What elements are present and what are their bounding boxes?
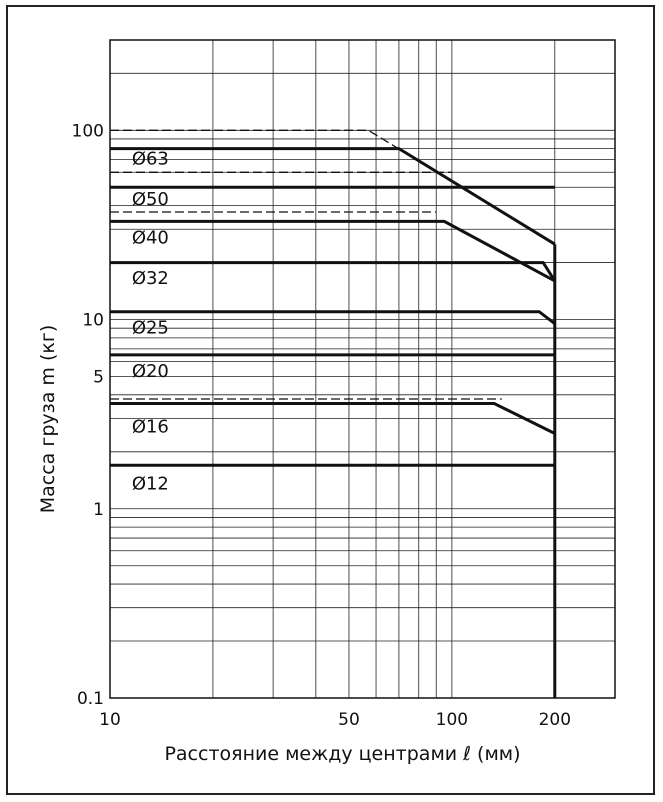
x-tick-label: 10 <box>99 710 121 730</box>
y-tick-label: 5 <box>93 367 104 387</box>
y-tick-label: 10 <box>82 311 104 331</box>
series-label-d20: Ø20 <box>132 361 169 382</box>
plot-area <box>109 39 616 699</box>
tick-labels: 10 50 100 200 0.1 1 5 10 100 <box>72 121 571 730</box>
y-tick-label: 100 <box>72 121 104 141</box>
y-tick-label: 1 <box>93 500 104 520</box>
grid <box>110 40 615 698</box>
series-line-d16-solid <box>110 402 556 435</box>
series-label-d32: Ø32 <box>132 268 169 289</box>
series-lines <box>110 129 557 698</box>
chart-frame <box>6 5 655 795</box>
series-label-d50: Ø50 <box>132 189 169 210</box>
series-labels: Ø63 Ø50 Ø40 Ø32 Ø25 Ø20 Ø16 Ø12 <box>132 148 169 494</box>
x-axis-label: Расстояние между центрами ℓ (мм) <box>164 743 520 765</box>
series-line-d40-solid <box>110 219 556 283</box>
series-label-d16: Ø16 <box>132 417 169 438</box>
series-line-d25-solid <box>110 310 556 325</box>
x-tick-label: 200 <box>539 710 571 730</box>
series-label-d40: Ø40 <box>132 227 169 248</box>
x-tick-label: 100 <box>436 710 468 730</box>
y-tick-label: 0.1 <box>77 689 104 709</box>
x-tick-label: 50 <box>338 710 360 730</box>
series-line-d63-solid <box>110 147 556 246</box>
series-line-d32-solid <box>110 261 557 282</box>
series-label-d12: Ø12 <box>132 473 169 494</box>
series-label-d25: Ø25 <box>132 317 169 338</box>
series-label-d63: Ø63 <box>132 148 169 169</box>
y-axis-label: Масса груза m (кг) <box>37 325 59 514</box>
